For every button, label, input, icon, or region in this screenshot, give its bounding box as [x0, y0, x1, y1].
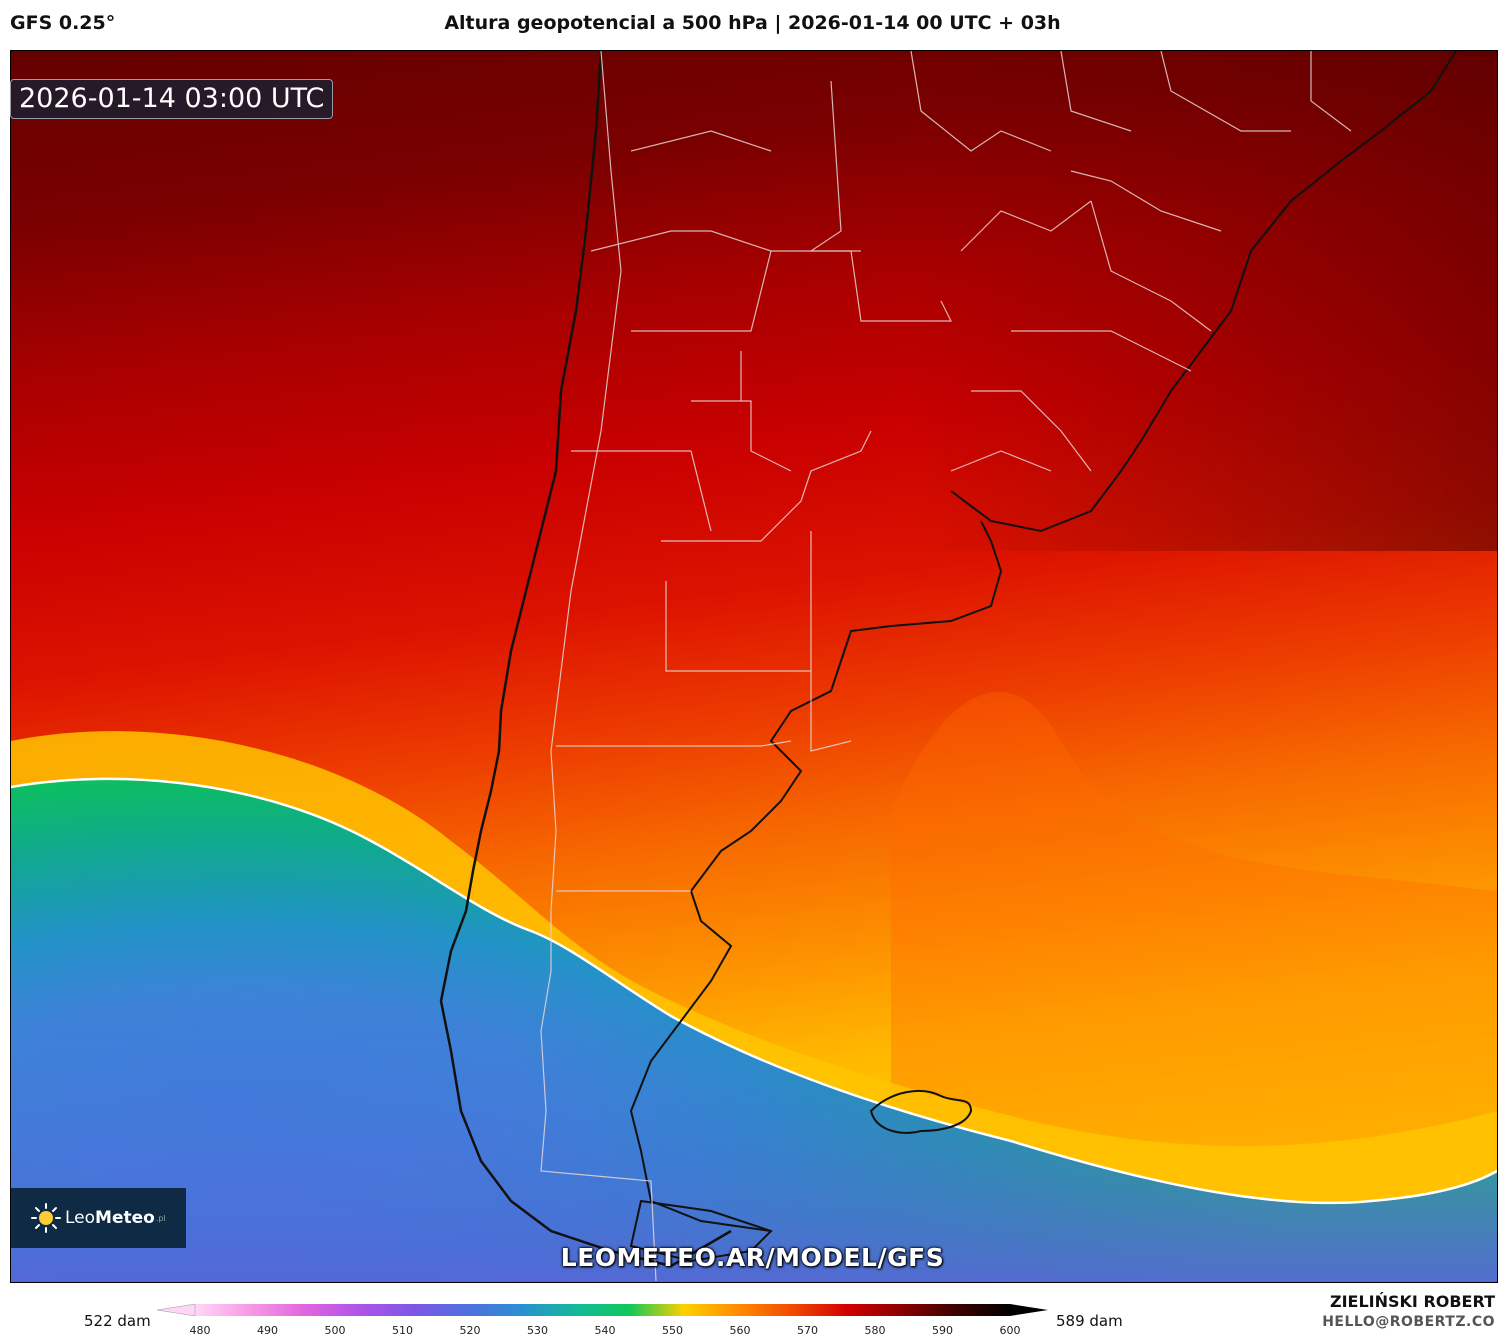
colorbar — [156, 1303, 1048, 1317]
colorbar-tick-label: 560 — [729, 1324, 751, 1337]
colorbar-gradient — [195, 1304, 1010, 1316]
colorbar-tick-label: 540 — [594, 1324, 616, 1337]
colorbar-tick-label: 510 — [392, 1324, 413, 1337]
colorbar-tick-label: 480 — [189, 1324, 211, 1337]
model-label: GFS 0.25° — [10, 12, 116, 34]
logo-suffix: .pl — [155, 1213, 166, 1223]
leometeo-logo[interactable]: LeoMeteo .pl — [11, 1188, 186, 1248]
colorbar-min-arrow — [156, 1303, 196, 1317]
author-email[interactable]: HELLO@ROBERTZ.CO — [1322, 1314, 1495, 1330]
colorbar-ticks: 480 490 500 510 520 530 540 550 560 570 580 590 600 — [0, 1324, 1505, 1338]
sun-icon — [31, 1203, 61, 1233]
logo-text: LeoMeteo — [65, 1208, 155, 1228]
colorbar-tick-label: 490 — [257, 1324, 278, 1337]
colorbar-tick-label: 500 — [324, 1324, 346, 1337]
geopotential-field — [11, 51, 1497, 1282]
colorbar-tick-label: 570 — [797, 1324, 818, 1337]
colorbar-tick-label: 530 — [527, 1324, 548, 1337]
colorbar-max-arrow — [1010, 1304, 1048, 1316]
author-name: ZIELIŃSKI ROBERT — [1329, 1292, 1495, 1311]
colorbar-max-label: 589 dam — [1056, 1312, 1123, 1330]
map-area[interactable] — [10, 50, 1498, 1283]
map-title: Altura geopotencial a 500 hPa | 2026-01-… — [444, 12, 1061, 34]
valid-time-badge: 2026-01-14 03:00 UTC — [10, 79, 334, 119]
colorbar-tick-label: 550 — [662, 1324, 683, 1337]
colorbar-tick-label: 520 — [459, 1324, 481, 1337]
colorbar-tick-label: 590 — [932, 1324, 953, 1337]
colorbar-tick-label: 600 — [999, 1324, 1021, 1337]
website-watermark: LEOMETEO.AR/MODEL/GFS — [560, 1243, 945, 1272]
colorbar-tick-label: 580 — [864, 1324, 886, 1337]
colorbar-min-label: 522 dam — [84, 1312, 151, 1330]
